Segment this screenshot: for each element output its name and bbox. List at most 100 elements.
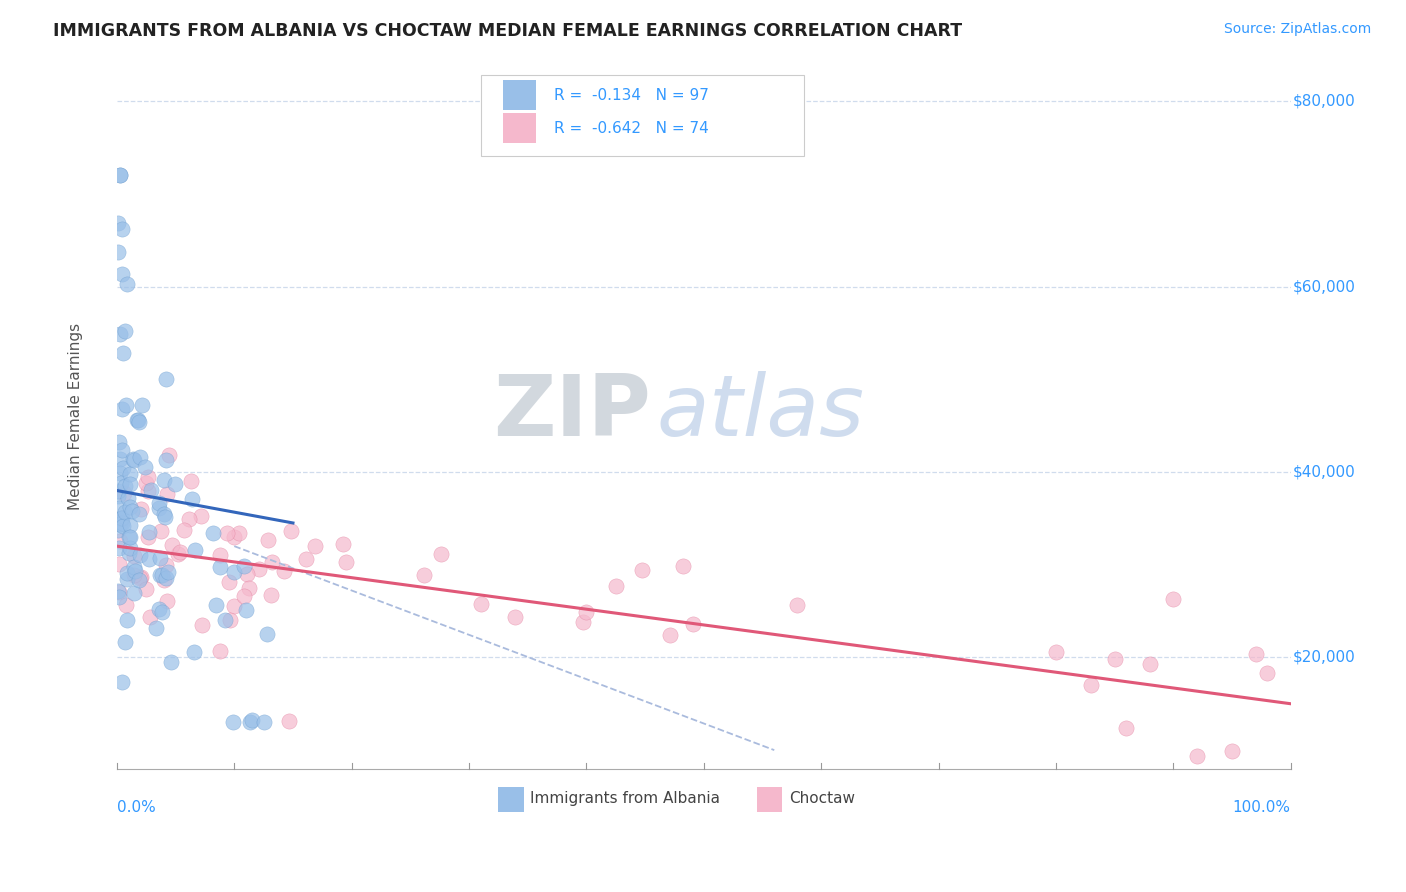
- Point: [120, 477, 142, 491]
- Point: [1256, 665, 1278, 680]
- Point: [180, 474, 202, 488]
- Point: [129, 570, 152, 584]
- Point: [128, 507, 150, 521]
- Point: [152, 573, 174, 587]
- Point: [1045, 645, 1067, 659]
- Point: [107, 484, 129, 499]
- Point: [125, 413, 148, 427]
- Point: [1139, 657, 1161, 671]
- FancyBboxPatch shape: [481, 75, 804, 156]
- Point: [114, 325, 136, 339]
- Point: [1163, 592, 1185, 607]
- Point: [118, 541, 141, 555]
- Point: [127, 413, 149, 427]
- Point: [222, 599, 245, 613]
- Point: [332, 537, 354, 551]
- Point: [129, 549, 152, 563]
- Point: [153, 474, 176, 488]
- Point: [118, 518, 141, 533]
- Point: [115, 613, 138, 627]
- Point: [153, 510, 176, 524]
- Text: ZIP: ZIP: [494, 371, 651, 454]
- Point: [114, 505, 136, 519]
- Point: [139, 483, 162, 497]
- Point: [153, 507, 176, 521]
- Point: [108, 558, 131, 572]
- Point: [295, 551, 318, 566]
- Point: [110, 476, 132, 491]
- Point: [111, 401, 134, 416]
- Point: [786, 598, 808, 612]
- Point: [149, 551, 172, 566]
- Point: [160, 655, 183, 669]
- Text: $40,000: $40,000: [1294, 465, 1355, 480]
- Point: [240, 713, 263, 727]
- Point: [110, 169, 132, 183]
- Point: [155, 558, 177, 572]
- Point: [139, 610, 162, 624]
- Text: $80,000: $80,000: [1294, 94, 1355, 109]
- Text: Immigrants from Albania: Immigrants from Albania: [530, 791, 720, 806]
- Point: [252, 715, 274, 730]
- Text: Choctaw: Choctaw: [790, 791, 855, 806]
- Point: [122, 560, 145, 574]
- Point: [256, 627, 278, 641]
- Point: [166, 547, 188, 561]
- Point: [112, 486, 135, 500]
- Point: [181, 492, 204, 507]
- Point: [304, 539, 326, 553]
- Point: [183, 645, 205, 659]
- Point: [260, 588, 283, 602]
- Point: [208, 559, 231, 574]
- Point: [215, 525, 238, 540]
- Point: [135, 582, 157, 596]
- Point: [177, 512, 200, 526]
- Point: [118, 546, 141, 560]
- Point: [128, 415, 150, 429]
- Point: [155, 372, 177, 386]
- Point: [136, 531, 159, 545]
- Point: [572, 615, 595, 629]
- Point: [256, 533, 278, 548]
- Point: [108, 452, 131, 467]
- Point: [107, 513, 129, 527]
- Point: [152, 568, 174, 582]
- Point: [138, 470, 160, 484]
- Point: [273, 564, 295, 578]
- Text: 100.0%: 100.0%: [1233, 800, 1291, 815]
- Point: [124, 564, 146, 578]
- Point: [131, 502, 153, 516]
- Point: [107, 216, 129, 230]
- FancyBboxPatch shape: [756, 787, 783, 813]
- Point: [118, 500, 141, 514]
- Point: [221, 715, 243, 730]
- Point: [236, 567, 259, 582]
- Point: [672, 559, 695, 574]
- Point: [115, 572, 138, 586]
- Point: [134, 460, 156, 475]
- Point: [108, 434, 131, 449]
- Point: [118, 530, 141, 544]
- Point: [114, 479, 136, 493]
- Point: [233, 558, 256, 573]
- Point: [131, 398, 153, 412]
- Point: [155, 453, 177, 467]
- Point: [163, 477, 186, 491]
- Point: [208, 549, 231, 563]
- Point: [117, 491, 139, 505]
- Point: [335, 555, 357, 569]
- Point: [121, 504, 143, 518]
- Text: 0.0%: 0.0%: [117, 800, 156, 815]
- Point: [150, 524, 173, 538]
- Point: [209, 644, 232, 658]
- Point: [122, 549, 145, 563]
- FancyBboxPatch shape: [503, 80, 536, 110]
- Point: [110, 510, 132, 524]
- Point: [118, 467, 141, 482]
- Point: [114, 635, 136, 649]
- Point: [115, 277, 138, 291]
- Point: [108, 466, 131, 480]
- Point: [1185, 748, 1208, 763]
- Point: [218, 575, 240, 590]
- Point: [575, 605, 598, 619]
